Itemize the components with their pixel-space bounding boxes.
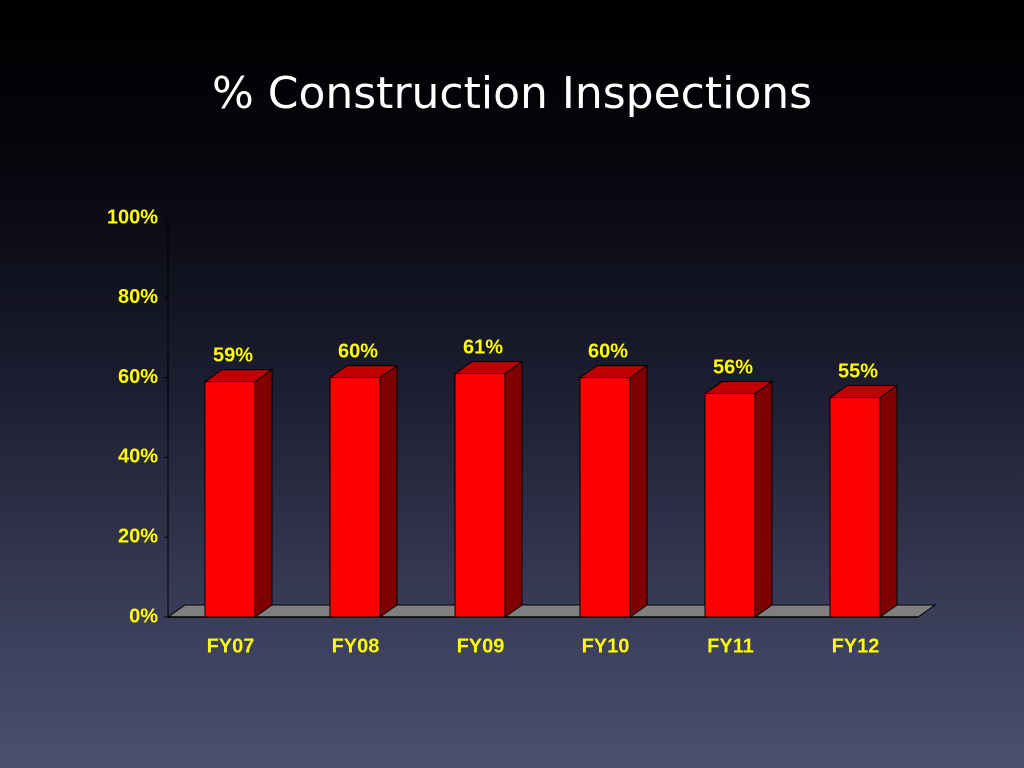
bar — [829, 397, 881, 618]
bar — [579, 377, 631, 618]
bar — [204, 381, 256, 618]
x-tick-label: FY09 — [457, 635, 505, 657]
bar-side — [879, 384, 898, 618]
bar — [454, 373, 506, 618]
y-tick-label: 20% — [118, 525, 158, 547]
x-tick-label: FY10 — [582, 635, 630, 657]
bar-side — [629, 364, 648, 618]
x-tick-label: FY12 — [832, 635, 880, 657]
bar-side — [504, 360, 523, 618]
y-tick-label: 60% — [118, 366, 158, 388]
bar — [704, 393, 756, 618]
x-tick-label: FY08 — [332, 635, 380, 657]
y-tick-label: 100% — [107, 206, 158, 228]
value-label: 60% — [338, 341, 378, 363]
x-tick-label: FY11 — [707, 635, 754, 657]
floor — [166, 604, 937, 618]
bar-side — [379, 364, 398, 618]
y-tick-label: 40% — [118, 446, 158, 468]
value-label: 56% — [713, 357, 753, 379]
value-label: 59% — [213, 345, 253, 367]
bar-side — [254, 368, 273, 618]
bar — [329, 377, 381, 618]
value-label: 61% — [463, 337, 503, 359]
value-label: 55% — [838, 361, 878, 383]
y-tick-label: 80% — [118, 286, 158, 308]
bar-side — [754, 380, 773, 618]
chart-title: % Construction Inspections — [212, 68, 812, 119]
value-label: 60% — [588, 341, 628, 363]
x-tick-label: FY07 — [207, 635, 255, 657]
y-tick-label: 0% — [129, 605, 158, 627]
